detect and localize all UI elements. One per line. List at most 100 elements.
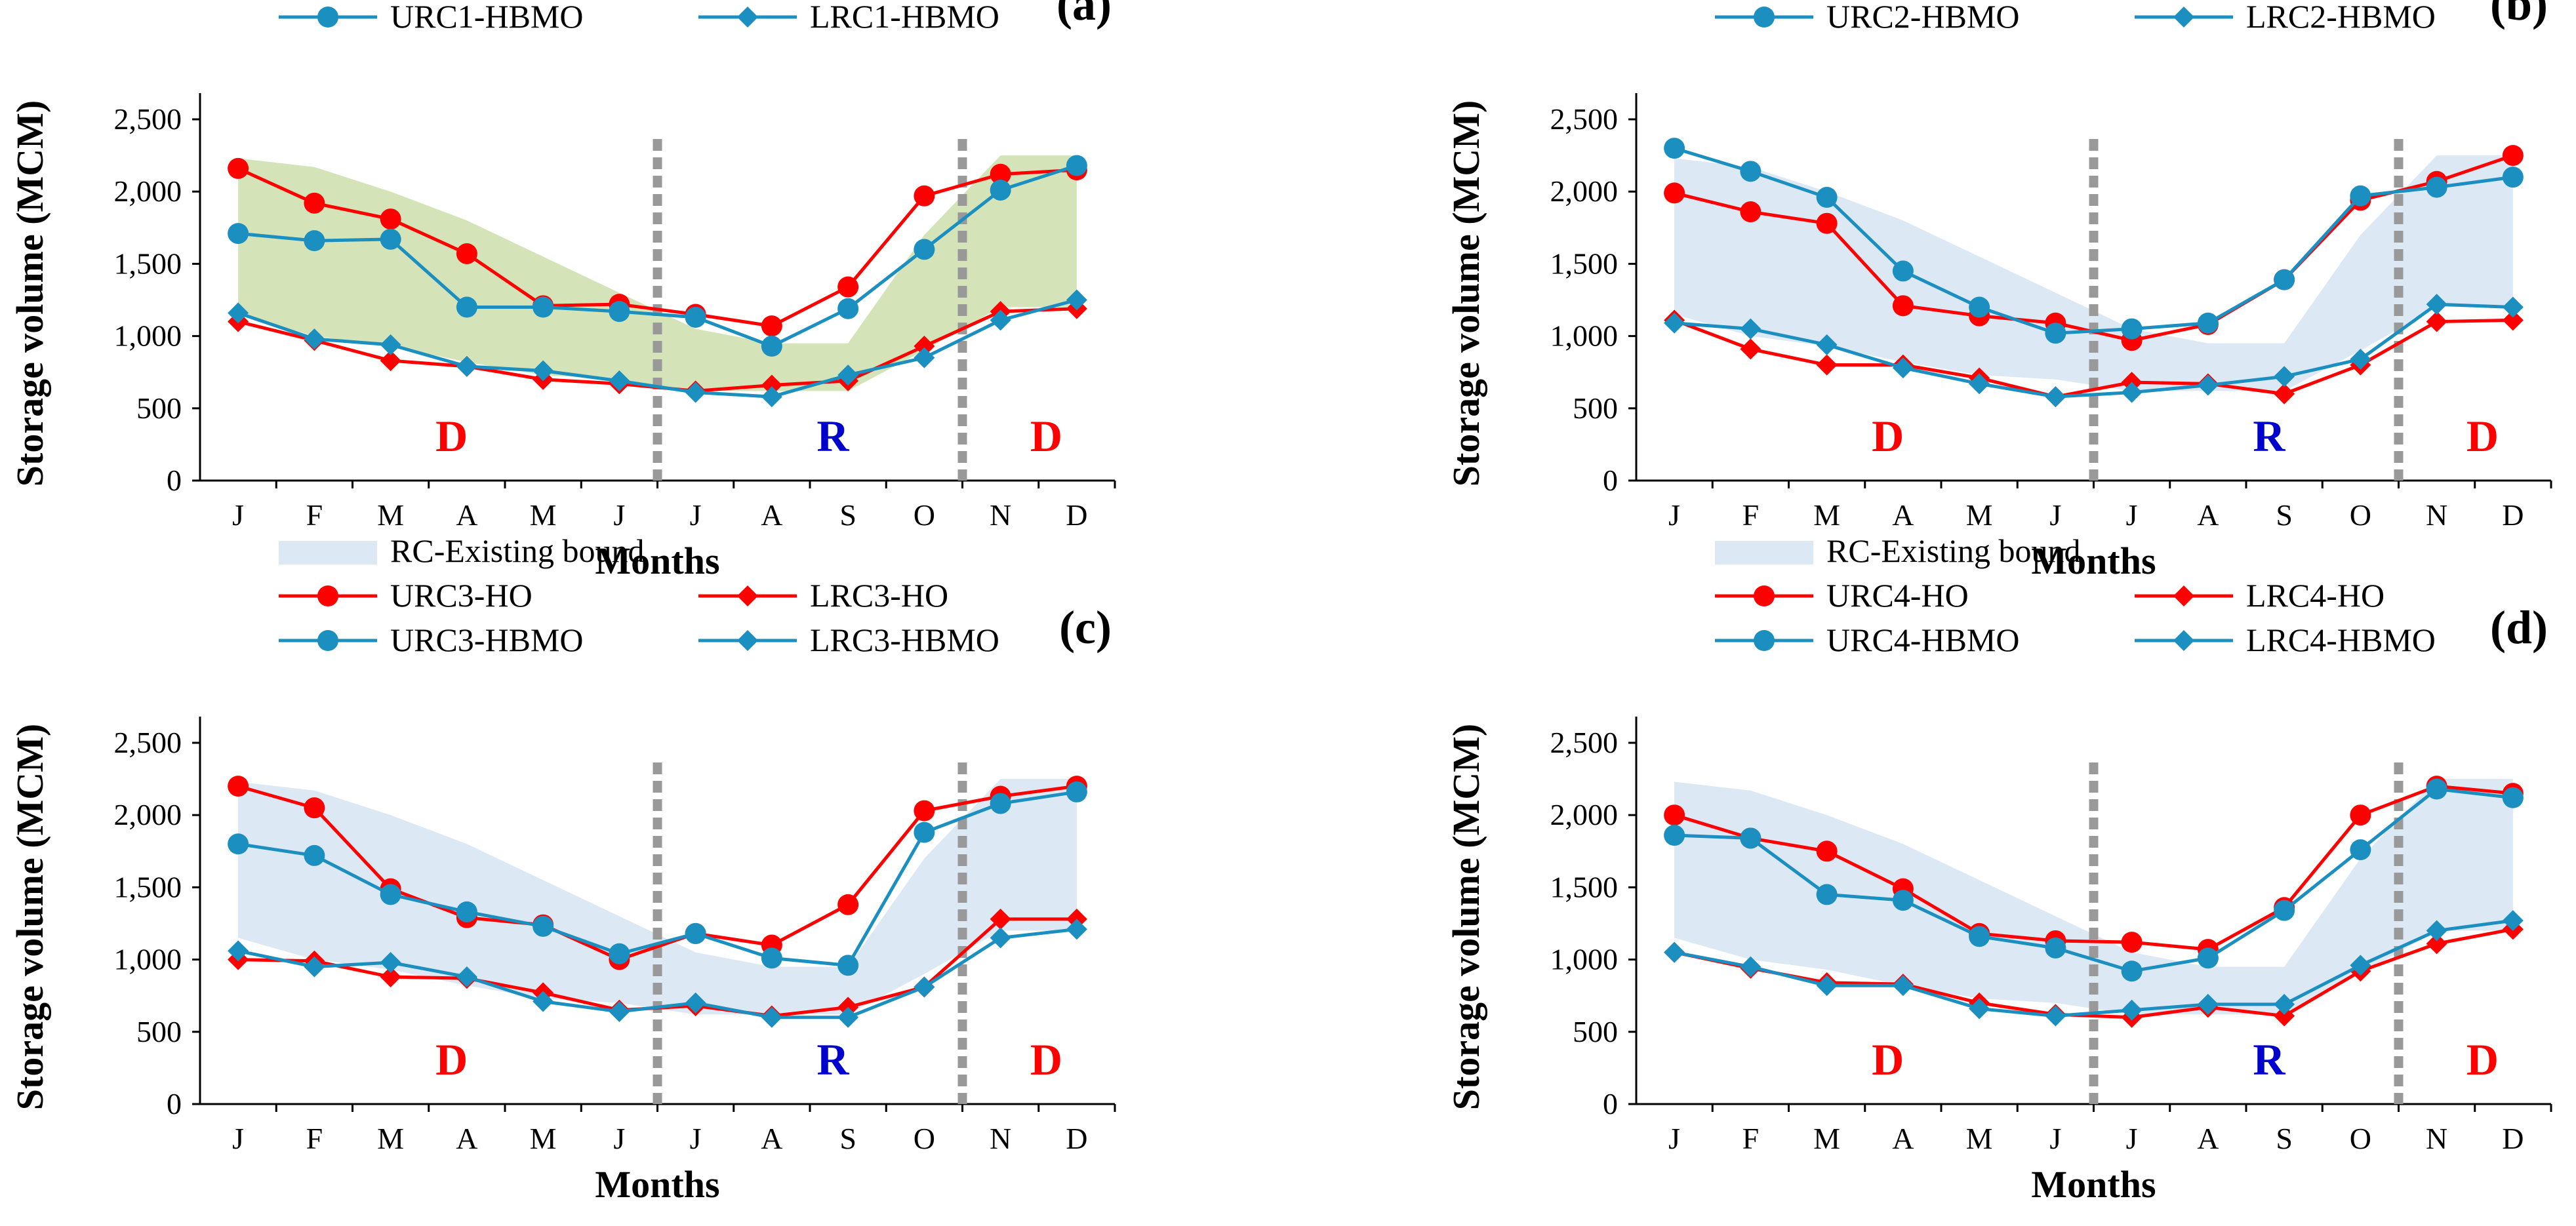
data-point xyxy=(533,360,554,382)
data-point xyxy=(2502,296,2524,318)
data-point xyxy=(1664,941,1685,963)
data-point xyxy=(380,208,401,230)
data-point xyxy=(1816,840,1838,862)
season-label-d: D xyxy=(2466,1035,2499,1084)
data-point xyxy=(2045,323,2066,344)
x-tick-label: J xyxy=(2126,498,2138,532)
legend-band-label: RC-Existing bound xyxy=(1826,532,2081,569)
data-point xyxy=(304,844,325,866)
data-point xyxy=(2350,804,2371,826)
x-tick-label: J xyxy=(690,498,702,532)
data-point xyxy=(761,336,782,357)
data-point xyxy=(1740,338,1761,360)
y-tick-label: 500 xyxy=(1573,1015,1618,1048)
data-point xyxy=(1664,804,1685,826)
series-line xyxy=(237,927,1077,1019)
legend-marker xyxy=(317,630,338,651)
legend-marker xyxy=(737,7,758,28)
data-point xyxy=(914,185,935,207)
data-point xyxy=(1969,998,1990,1019)
data-point xyxy=(1969,926,1990,947)
x-tick-label: F xyxy=(1742,498,1760,532)
series-line xyxy=(237,298,1077,399)
data-point xyxy=(2197,374,2219,396)
data-point xyxy=(1892,357,1914,379)
data-point xyxy=(1816,187,1838,208)
data-point xyxy=(2045,386,2066,408)
x-tick-label: J xyxy=(1668,498,1680,532)
data-point xyxy=(837,955,859,976)
data-point xyxy=(456,243,477,264)
x-tick-label: A xyxy=(456,1122,477,1155)
chart-panel-3: 0 500 1,000 1,500 2,000 2,500 J F M A M J J A S O N D Mont… xyxy=(9,532,1116,1206)
y-tick-label: 2,500 xyxy=(114,726,182,759)
x-tick-label: A xyxy=(456,498,477,532)
data-point xyxy=(2121,932,2143,953)
data-point xyxy=(1740,201,1761,223)
x-tick-label: S xyxy=(839,498,856,532)
data-point xyxy=(1664,312,1685,334)
series-urc3-hbmo xyxy=(228,781,1087,976)
legend-label: LRC1-HBMO xyxy=(810,0,999,35)
legend-label: LRC2-HBMO xyxy=(2246,0,2436,35)
existing-bound-band xyxy=(238,155,1077,391)
panel-label: (b) xyxy=(2490,0,2548,30)
y-tick-label: 1,000 xyxy=(1550,943,1619,976)
series-line xyxy=(1674,919,2514,1018)
legend-label: LRC4-HO xyxy=(2246,577,2385,614)
legend-label: URC3-HO xyxy=(390,577,533,614)
x-tick-label: J xyxy=(2049,498,2061,532)
legend-label: URC1-HBMO xyxy=(390,0,583,35)
x-tick-label: D xyxy=(1066,498,1087,532)
data-point xyxy=(1740,318,1761,340)
data-point xyxy=(685,382,706,403)
legend-marker xyxy=(1754,585,1775,606)
y-tick-label: 500 xyxy=(1573,391,1618,425)
data-point xyxy=(685,992,706,1014)
data-point xyxy=(2350,955,2371,976)
x-tick-label: O xyxy=(2350,1122,2371,1155)
x-tick-label: M xyxy=(1813,498,1840,532)
data-point xyxy=(1664,138,1685,159)
x-tick-label: M xyxy=(1813,1122,1840,1155)
y-tick-label: 500 xyxy=(136,391,182,425)
data-point xyxy=(2350,839,2371,861)
series-line xyxy=(237,784,1077,962)
series-line xyxy=(1674,927,2514,1019)
legend-band-label: RC-Existing bound xyxy=(390,532,645,569)
chart-panel-4: 0 500 1,000 1,500 2,000 2,500 J F M A M J J A S O N D Mont… xyxy=(1445,532,2552,1206)
data-point xyxy=(1066,155,1087,176)
x-tick-label: J xyxy=(232,1122,244,1155)
data-point xyxy=(685,306,706,328)
y-tick-label: 0 xyxy=(167,464,182,497)
y-tick-label: 0 xyxy=(167,1087,182,1120)
data-point xyxy=(2274,993,2295,1015)
x-tick-label: O xyxy=(2350,498,2371,532)
x-tick-label: M xyxy=(377,1122,404,1155)
x-tick-label: J xyxy=(1668,1122,1680,1155)
chart-panel-1: 0 500 1,000 1,500 2,000 2,500 J F M A M J J A S O N D Mont… xyxy=(9,0,1116,582)
season-label-d: D xyxy=(435,1035,468,1084)
series-lrc4-hbmo xyxy=(1664,910,2524,1027)
data-point xyxy=(990,793,1011,814)
legend-marker xyxy=(1754,630,1775,651)
y-tick-label: 1,000 xyxy=(1550,319,1619,353)
data-point xyxy=(609,943,630,964)
data-point xyxy=(456,966,477,988)
data-point xyxy=(2426,933,2447,955)
x-tick-label: M xyxy=(1966,1122,1993,1155)
existing-bound-band xyxy=(1674,779,2513,1015)
data-point xyxy=(2274,366,2295,387)
data-point xyxy=(2274,383,2295,405)
data-point xyxy=(837,276,859,298)
x-tick-label: N xyxy=(2426,1122,2447,1155)
x-tick-label: J xyxy=(2049,1122,2061,1155)
x-tick-label: F xyxy=(306,1122,323,1155)
x-tick-label: N xyxy=(990,498,1011,532)
series-line xyxy=(237,164,1077,348)
data-point xyxy=(761,947,782,969)
x-tick-label: M xyxy=(530,1122,557,1155)
data-point xyxy=(1892,260,1914,282)
data-point xyxy=(2274,900,2295,921)
